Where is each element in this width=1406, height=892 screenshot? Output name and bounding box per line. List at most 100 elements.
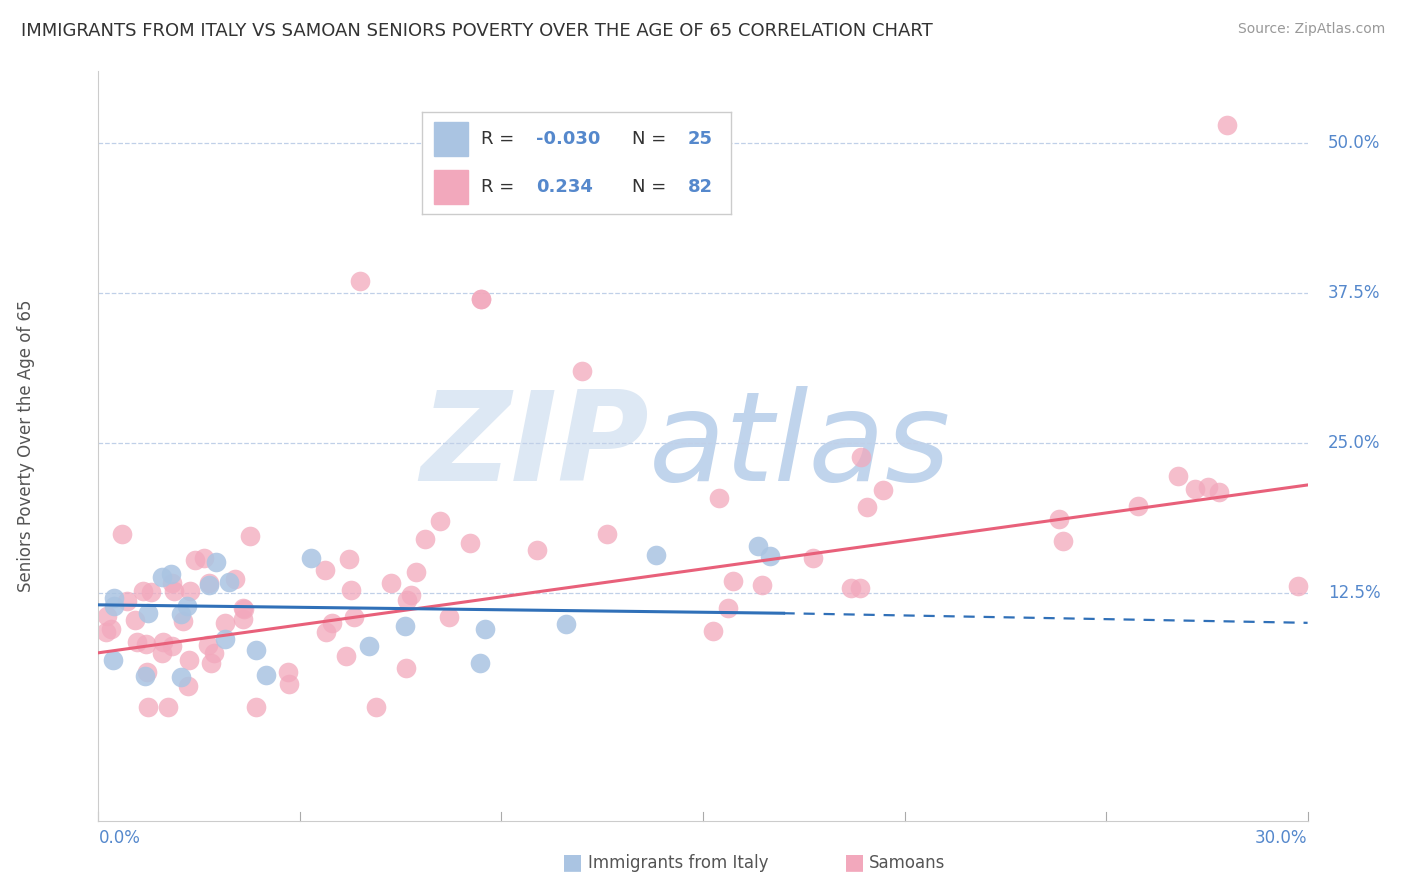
Point [214, 616, 236, 631]
Point [335, 648, 357, 663]
Text: N =: N = [633, 129, 672, 148]
Text: 82: 82 [688, 178, 713, 196]
Point [278, 677, 301, 691]
Point [315, 625, 337, 640]
Point [124, 613, 146, 627]
Point [245, 643, 267, 657]
Point [96, 608, 118, 623]
Text: atlas: atlas [648, 385, 950, 507]
Point [214, 632, 236, 646]
Point [218, 574, 240, 589]
Point [197, 576, 219, 591]
Point [645, 549, 668, 563]
Point [160, 639, 183, 653]
Point [856, 500, 879, 515]
Point [380, 575, 402, 590]
Text: 12.5%: 12.5% [1327, 584, 1381, 602]
Point [1197, 480, 1219, 494]
Point [277, 665, 299, 680]
Point [200, 656, 222, 670]
Point [751, 577, 773, 591]
Point [205, 555, 228, 569]
Point [115, 593, 138, 607]
Bar [434, 122, 468, 155]
Point [139, 585, 162, 599]
Point [232, 601, 254, 615]
Point [198, 578, 221, 592]
Point [1167, 468, 1189, 483]
Text: 25.0%: 25.0% [1327, 434, 1381, 452]
Point [1128, 499, 1150, 513]
Point [239, 529, 262, 543]
Point [177, 679, 200, 693]
Point [1184, 482, 1206, 496]
Text: 25: 25 [688, 129, 713, 148]
Point [849, 581, 872, 595]
Point [245, 699, 267, 714]
Point [758, 549, 780, 563]
Point [849, 450, 872, 465]
Text: N =: N = [633, 178, 672, 196]
Point [526, 543, 548, 558]
Point [366, 699, 388, 714]
Point [1052, 533, 1074, 548]
Text: IMMIGRANTS FROM ITALY VS SAMOAN SENIORS POVERTY OVER THE AGE OF 65 CORRELATION C: IMMIGRANTS FROM ITALY VS SAMOAN SENIORS … [21, 22, 932, 40]
Point [1049, 511, 1071, 525]
Point [841, 581, 863, 595]
Point [193, 551, 215, 566]
Point [224, 572, 246, 586]
Point [337, 551, 360, 566]
Text: R =: R = [481, 129, 520, 148]
Point [101, 653, 124, 667]
Point [702, 624, 724, 639]
Text: Source: ZipAtlas.com: Source: ZipAtlas.com [1237, 22, 1385, 37]
Point [555, 616, 578, 631]
Point [395, 661, 418, 675]
Point [96, 624, 118, 639]
Point [396, 592, 419, 607]
Point [111, 527, 134, 541]
Point [100, 622, 122, 636]
Point [399, 588, 422, 602]
Point [170, 607, 193, 621]
Point [233, 601, 256, 615]
Point [103, 599, 125, 613]
Text: -0.030: -0.030 [536, 129, 600, 148]
Point [176, 599, 198, 614]
Point [596, 527, 619, 541]
Point [801, 550, 824, 565]
Point [184, 552, 207, 566]
Point [321, 616, 343, 631]
Text: ■: ■ [844, 853, 865, 872]
Text: Immigrants from Italy: Immigrants from Italy [588, 855, 768, 872]
Point [429, 514, 451, 528]
Point [357, 639, 380, 653]
Point [136, 699, 159, 714]
Point [160, 567, 183, 582]
Point [415, 533, 437, 547]
Text: Seniors Poverty Over the Age of 65: Seniors Poverty Over the Age of 65 [17, 300, 35, 592]
Point [152, 635, 174, 649]
Text: ZIP: ZIP [420, 385, 648, 507]
Point [349, 274, 371, 288]
Point [179, 584, 201, 599]
Point [135, 637, 157, 651]
Point [394, 619, 416, 633]
Point [136, 665, 159, 680]
Point [872, 483, 894, 498]
Point [160, 576, 183, 591]
Point [717, 600, 740, 615]
Point [571, 364, 593, 378]
Point [470, 292, 492, 306]
Point [177, 653, 200, 667]
Point [127, 635, 149, 649]
Text: R =: R = [481, 178, 520, 196]
Point [437, 610, 460, 624]
Point [747, 539, 769, 553]
Point [156, 699, 179, 714]
Point [150, 570, 173, 584]
Point [299, 550, 322, 565]
Text: ■: ■ [562, 853, 583, 872]
Point [460, 536, 482, 550]
Point [474, 622, 496, 636]
